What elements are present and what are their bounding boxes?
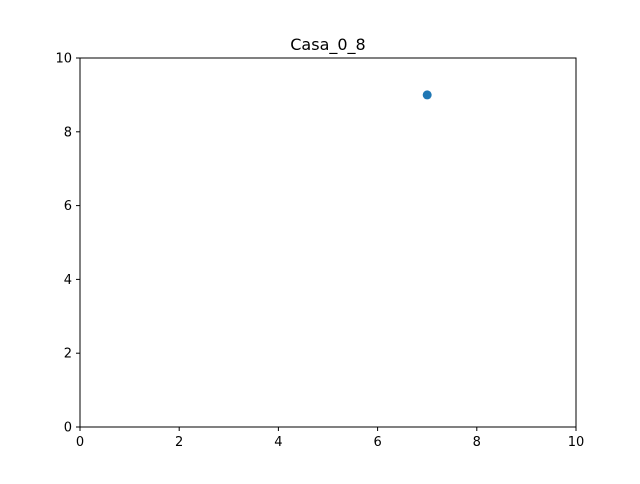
x-tick-label: 0 [76, 435, 84, 450]
y-tick-label: 4 [64, 273, 72, 288]
plot-frame [79, 57, 577, 428]
y-tick-label: 0 [64, 421, 72, 436]
x-tick-label: 4 [274, 435, 282, 450]
scatter-point [422, 90, 432, 100]
x-tick-label: 2 [175, 435, 183, 450]
x-tick-label: 10 [568, 435, 585, 450]
y-axis: 0 2 4 6 8 10 [55, 52, 80, 436]
x-axis: 0 2 4 6 8 10 [76, 427, 584, 450]
y-tick-label: 10 [55, 52, 72, 67]
x-tick-label: 6 [373, 435, 381, 450]
y-tick-label: 6 [64, 199, 72, 214]
y-tick-label: 8 [64, 125, 72, 140]
x-tick-label: 8 [473, 435, 481, 450]
y-tick-label: 2 [64, 347, 72, 362]
scatter-points [422, 90, 432, 100]
plot-area [80, 58, 576, 427]
chart-title: Casa_0_8 [290, 35, 365, 55]
